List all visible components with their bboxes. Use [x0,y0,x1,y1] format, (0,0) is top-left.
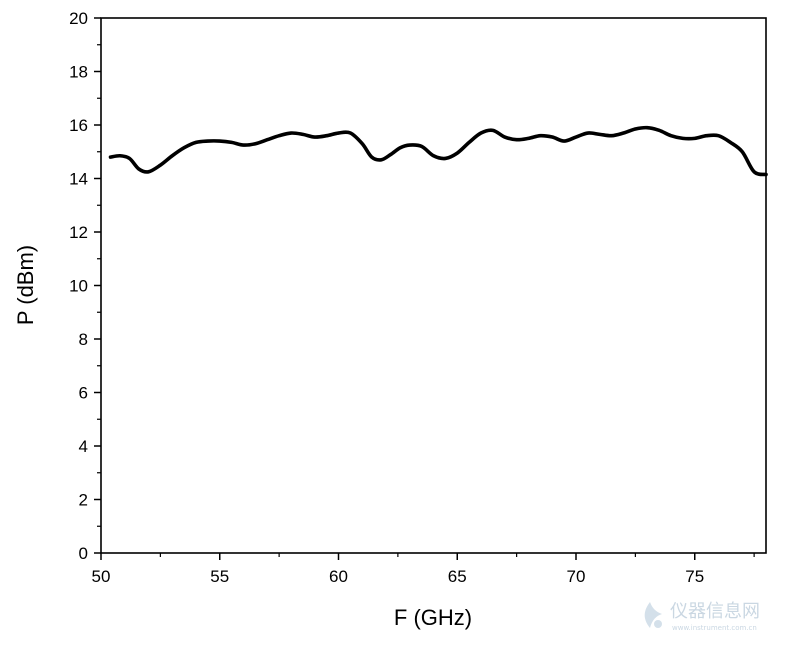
tick-layer: 50 55 60 65 70 75 0 2 4 6 8 10 12 14 16 18 20 [69,9,755,586]
y-tick-label: 8 [79,330,88,349]
watermark: 仪器信息网 www.instrument.com.cn [644,601,760,632]
y-tick-label: 16 [69,116,88,135]
series-layer [108,125,768,177]
y-tick-label: 0 [79,544,88,563]
x-tick-label: 75 [685,567,704,586]
x-axis-title: F (GHz) [394,605,472,630]
series-line [108,125,768,177]
y-tick-label: 14 [69,170,88,189]
x-tick-label: 60 [329,567,348,586]
y-axis-title: P (dBm) [13,245,38,325]
watermark-subtext: www.instrument.com.cn [672,624,757,632]
x-tick-label: 50 [92,567,111,586]
watermark-logo-icon [644,602,662,628]
y-tick-label: 18 [69,63,88,82]
x-tick-label: 70 [567,567,586,586]
y-tick-label: 12 [69,223,88,242]
y-tick-label: 6 [79,384,88,403]
y-tick-label: 4 [79,437,88,456]
watermark-text: 仪器信息网 [670,601,760,622]
plot-axes [100,17,767,554]
plot-frame [100,17,767,554]
y-tick-label: 2 [79,491,88,510]
x-tick-label: 65 [448,567,467,586]
x-tick-label: 55 [210,567,229,586]
y-tick-label: 10 [69,277,88,296]
y-tick-label: 20 [69,9,88,28]
